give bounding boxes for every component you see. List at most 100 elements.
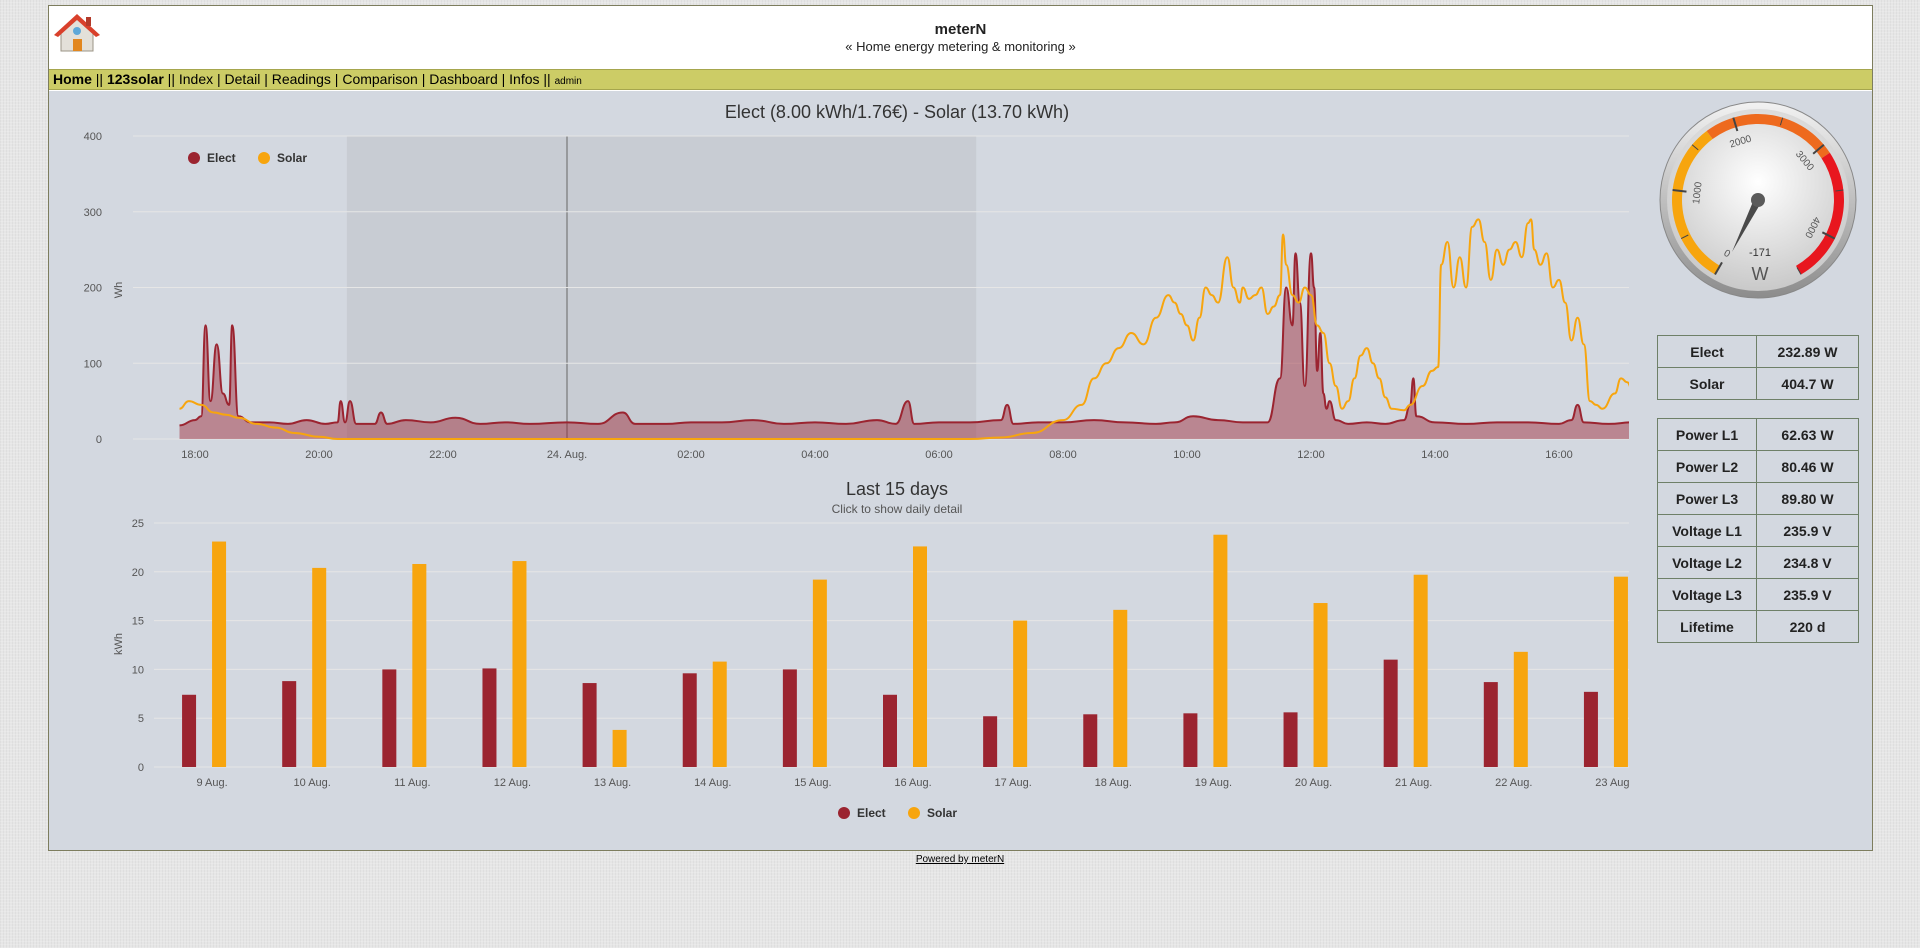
nav-link-123solar[interactable]: 123solar (106, 71, 164, 87)
table-row: Voltage L3 235.9 V (1657, 578, 1859, 611)
summary-table: Elect 232.89 W Solar 404.7 W (1657, 335, 1859, 400)
nav-separator: | (213, 71, 225, 87)
row-label: Power L1 (1657, 418, 1757, 451)
bar-elect (482, 668, 497, 767)
y-tick-label: 10 (132, 664, 144, 676)
nav-separator: | (497, 71, 510, 87)
gauge-pivot (1751, 193, 1765, 207)
y-tick-label: 400 (84, 131, 102, 143)
row-label: Voltage L3 (1657, 578, 1757, 611)
x-tick-label: 15 Aug. (794, 777, 831, 789)
row-value: 89.80 W (1756, 482, 1859, 515)
row-value: 232.89 W (1756, 335, 1859, 368)
table-row: Elect 232.89 W (1657, 335, 1859, 368)
site-title: meterN (934, 21, 987, 38)
x-tick-label: 10 Aug. (294, 777, 331, 789)
row-label: Solar (1657, 367, 1757, 400)
nav-link-home[interactable]: Home (53, 71, 92, 87)
legend-solar-marker (908, 807, 920, 819)
bar-solar (312, 567, 327, 767)
gauge-tick (1732, 117, 1739, 132)
x-tick-label: 17 Aug. (994, 777, 1031, 789)
gauge-unit: W (1752, 264, 1769, 284)
bar-elect (1483, 682, 1498, 767)
bar-solar (412, 563, 427, 767)
powered-by-link[interactable]: Powered by meterN (915, 854, 1005, 865)
x-tick-label: 22 Aug. (1495, 777, 1532, 789)
x-tick-label: 22:00 (429, 449, 457, 461)
gauge-tick (1691, 144, 1699, 151)
legend-elect-label: Elect (207, 151, 236, 165)
nav-link-infos[interactable]: Infos (509, 71, 540, 87)
legend-elect-label: Elect (857, 806, 886, 820)
legend: Elect Solar (838, 806, 957, 820)
gauge-tick (1821, 231, 1836, 240)
home-logo-icon[interactable] (54, 13, 100, 60)
x-tick-label: 24. Aug. (547, 449, 587, 461)
bar-elect (1183, 713, 1198, 767)
gauge-band-low (1672, 131, 1720, 275)
row-value: 235.9 V (1756, 514, 1859, 547)
nav-separator: | (330, 71, 343, 87)
header: meterN « Home energy metering & monitori… (49, 6, 1872, 69)
y-axis-label: Wh (113, 282, 125, 299)
main-panel: Elect (8.00 kWh/1.76€) - Solar (13.70 kW… (49, 91, 1872, 850)
x-tick-label: 21 Aug. (1395, 777, 1432, 789)
y-tick-label: 15 (132, 616, 144, 628)
nav-separator: | (417, 71, 430, 87)
bar-elect (382, 669, 397, 767)
row-value: 234.8 V (1756, 546, 1859, 579)
bar-solar (212, 541, 227, 767)
row-value: 62.63 W (1756, 418, 1859, 451)
gauge-tick (1835, 189, 1844, 192)
bar-solar (612, 729, 627, 767)
footer: Powered by meterN (0, 854, 1920, 865)
nav-link-index[interactable]: Index (178, 71, 214, 87)
gauge-tick (1680, 234, 1689, 240)
gauge-value: -171 (1749, 247, 1771, 259)
x-tick-label: 08:00 (1049, 449, 1077, 461)
bar-solar (512, 561, 527, 767)
x-tick-label: 14:00 (1421, 449, 1449, 461)
gauge-tick (1672, 189, 1687, 193)
legend-solar-marker (258, 152, 270, 164)
gauge-band-mid (1706, 113, 1830, 159)
x-tick-label: 04:00 (801, 449, 829, 461)
gauge-needle (1732, 198, 1762, 252)
y-tick-label: 300 (84, 207, 102, 219)
bar-elect (1283, 712, 1298, 767)
row-label: Voltage L1 (1657, 514, 1757, 547)
elect-line (179, 252, 1629, 427)
nav-link-admin[interactable]: admin (554, 76, 582, 87)
x-tick-label: 16:00 (1545, 449, 1573, 461)
nav-link-dashboard[interactable]: Dashboard (429, 71, 498, 87)
site-subtitle: « Home energy metering & monitoring » (845, 39, 1076, 54)
x-tick-label: 20:00 (305, 449, 333, 461)
y-tick-label: 200 (84, 283, 102, 295)
x-tick-label: 06:00 (925, 449, 953, 461)
bar-solar (1213, 534, 1228, 767)
x-tick-label: 12:00 (1297, 449, 1325, 461)
y-axis-label: kWh (113, 633, 125, 655)
gauge-tick (1714, 261, 1723, 275)
gauge-tick (1779, 117, 1784, 126)
x-tick-label: 18 Aug. (1095, 777, 1132, 789)
gauge-tick (1812, 143, 1825, 155)
last-15-days-chart[interactable]: Last 15 days Click to show daily detail 0 5… (49, 476, 1629, 826)
bar-elect (1083, 714, 1098, 767)
bar-solar (812, 579, 827, 767)
bar-elect (582, 683, 597, 767)
nav-bar: Home || 123solar || Index | Detail | Rea… (49, 69, 1872, 90)
nav-link-comparison[interactable]: Comparison (342, 71, 418, 87)
gauge-tick-label: 0 (1722, 246, 1733, 259)
bar-elect (782, 669, 797, 767)
table-row: Power L3 89.80 W (1657, 482, 1859, 515)
x-tick-label: 02:00 (677, 449, 705, 461)
daily-power-chart[interactable]: Elect (8.00 kWh/1.76€) - Solar (13.70 kW… (49, 91, 1629, 481)
nav-link-detail[interactable]: Detail (224, 71, 261, 87)
table-row: Solar 404.7 W (1657, 367, 1859, 400)
y-tick-label: 0 (138, 762, 144, 774)
row-label: Elect (1657, 335, 1757, 368)
nav-link-readings[interactable]: Readings (271, 71, 331, 87)
